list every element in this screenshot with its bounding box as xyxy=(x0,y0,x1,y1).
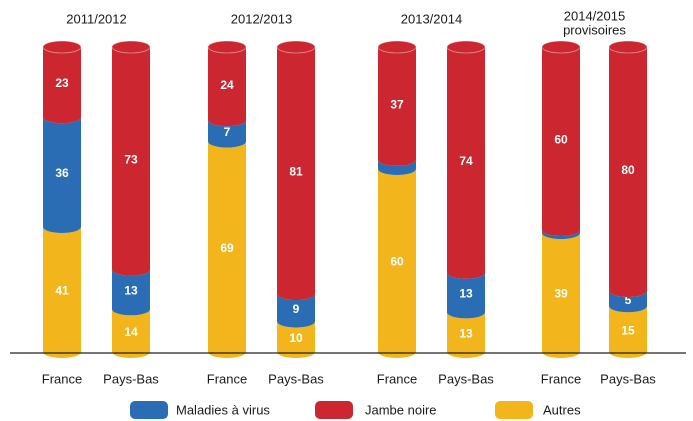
legend-swatch xyxy=(315,401,353,419)
bar-cap xyxy=(608,40,648,54)
x-tick-label: Pays-Bas xyxy=(600,371,656,386)
bar-segment xyxy=(542,233,580,358)
data-label: 14 xyxy=(124,325,138,339)
bar-segment xyxy=(378,169,416,358)
x-tick-label: France xyxy=(377,371,417,386)
data-label: 13 xyxy=(124,284,138,298)
bar-segment xyxy=(542,47,580,236)
data-label: 10 xyxy=(289,331,303,345)
group-title: 2014/2015 xyxy=(564,8,625,23)
bar-segment xyxy=(447,312,485,358)
bar-segment xyxy=(112,269,150,316)
bar-cap xyxy=(446,40,486,54)
bar-segment xyxy=(112,309,150,358)
legend-label: Autres xyxy=(543,402,581,417)
x-tick-label: France xyxy=(207,371,247,386)
group-title: 2011/2012 xyxy=(66,11,127,26)
legend-label: Maladies à virus xyxy=(176,402,270,417)
x-tick-label: Pays-Bas xyxy=(268,371,324,386)
bar-segment xyxy=(277,321,315,358)
data-label: 24 xyxy=(220,78,234,92)
data-label: 13 xyxy=(459,326,473,340)
data-label: 60 xyxy=(390,255,404,269)
bar-segment xyxy=(43,117,81,233)
data-label: 73 xyxy=(124,152,138,166)
data-label: 15 xyxy=(621,323,635,337)
bar-segment xyxy=(208,141,246,358)
data-label: 23 xyxy=(55,76,69,90)
legend-swatch xyxy=(130,401,168,419)
bar-cap xyxy=(42,40,82,54)
bar-cap xyxy=(207,40,247,54)
data-label: 80 xyxy=(621,163,635,177)
bar-segment xyxy=(609,306,647,358)
data-label: 39 xyxy=(554,287,568,301)
data-label: 9 xyxy=(293,302,300,316)
data-label: 5 xyxy=(625,293,632,307)
bar-cap xyxy=(541,40,581,54)
data-label: 36 xyxy=(55,166,69,180)
x-tick-label: France xyxy=(541,371,581,386)
data-label: 7 xyxy=(224,125,231,139)
bar-segment xyxy=(378,47,416,166)
data-label: 37 xyxy=(390,98,404,112)
bar-segment xyxy=(43,226,81,358)
bar-segment xyxy=(208,47,246,127)
bar-segment xyxy=(609,47,647,297)
bar-segment xyxy=(447,47,485,279)
bar-segment xyxy=(378,159,416,175)
bar-cap xyxy=(377,40,417,54)
bar-segment xyxy=(208,120,246,148)
bar-cap xyxy=(276,40,316,54)
bar-segment xyxy=(542,230,580,240)
bar-segment xyxy=(277,47,315,301)
data-label: 81 xyxy=(289,165,303,179)
data-label: 13 xyxy=(459,287,473,301)
group-subtitle: provisoires xyxy=(563,22,626,37)
group-title: 2012/2013 xyxy=(231,11,292,26)
x-tick-label: Pays-Bas xyxy=(103,371,159,386)
bar-segment xyxy=(277,294,315,328)
x-tick-label: France xyxy=(42,371,82,386)
data-label: 41 xyxy=(55,284,69,298)
legend-label: Jambe noire xyxy=(365,402,437,417)
data-label: 74 xyxy=(459,154,473,168)
group-title: 2013/2014 xyxy=(401,11,462,26)
data-label: 60 xyxy=(554,133,568,147)
data-label: 69 xyxy=(220,241,234,255)
bar-segment xyxy=(112,47,150,276)
bar-cap xyxy=(111,40,151,54)
bar-segment xyxy=(609,291,647,313)
legend-swatch xyxy=(495,401,533,419)
x-tick-label: Pays-Bas xyxy=(438,371,494,386)
bar-segment xyxy=(447,272,485,319)
bar-segment xyxy=(43,47,81,124)
